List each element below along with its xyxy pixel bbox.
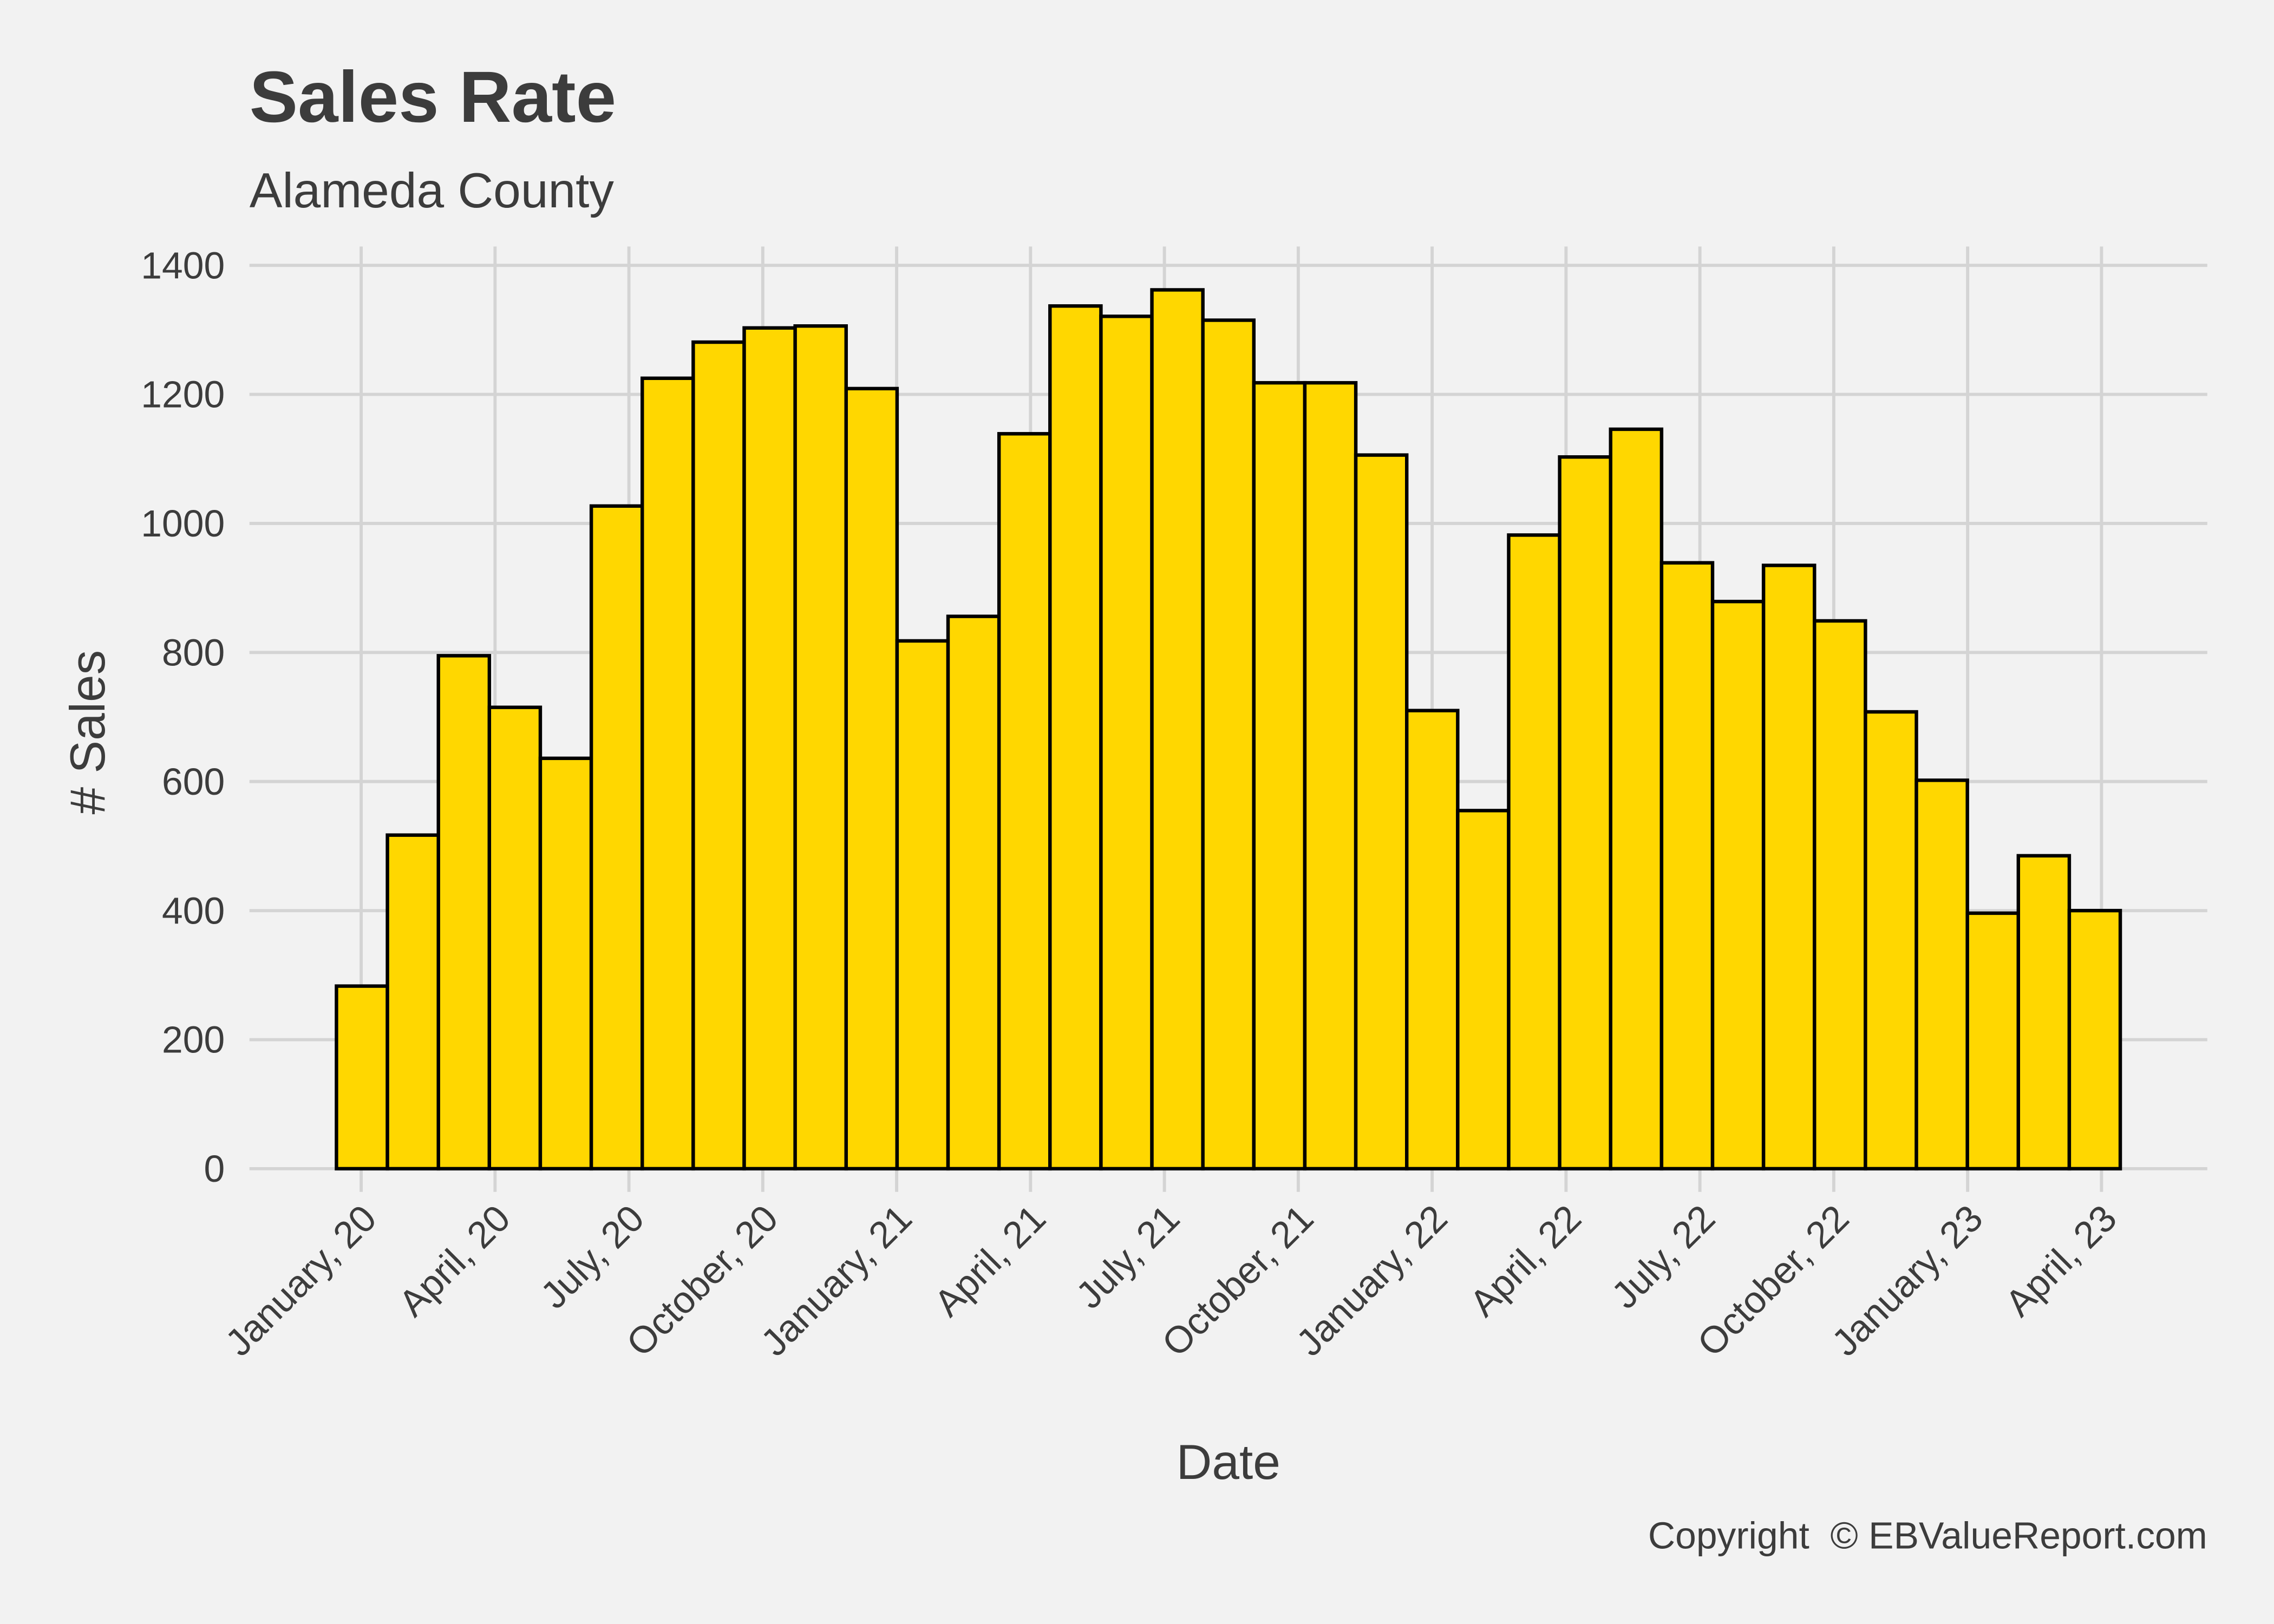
bar (385, 833, 440, 1171)
bar (997, 432, 1052, 1171)
bar (1099, 315, 1154, 1171)
bar (946, 614, 1001, 1171)
bar (2067, 908, 2122, 1171)
bar (1507, 533, 1561, 1171)
bar (1303, 381, 1358, 1171)
bar (1150, 288, 1205, 1171)
chart-title: Sales Rate (250, 57, 616, 137)
bar (1405, 709, 1460, 1171)
bar (844, 387, 899, 1171)
bar (1813, 619, 1867, 1171)
y-tick-label: 200 (162, 1019, 225, 1061)
bar (335, 984, 389, 1171)
bar (1048, 304, 1103, 1171)
bar (691, 340, 746, 1171)
chart-subtitle: Alameda County (250, 163, 615, 218)
y-tick-label: 1200 (141, 374, 225, 416)
bar (1609, 427, 1664, 1171)
bar (436, 654, 492, 1171)
y-tick-label: 1400 (141, 244, 225, 286)
bar (1659, 561, 1715, 1171)
bar (538, 756, 593, 1171)
bar (1354, 453, 1409, 1171)
bar (895, 639, 950, 1171)
y-tick-label: 0 (204, 1148, 225, 1190)
bar (1710, 599, 1766, 1171)
bar (1914, 778, 1969, 1171)
bar (742, 326, 797, 1171)
caption: Copyright © EBValueReport.com (1648, 1515, 2207, 1557)
x-axis-label: Date (1177, 1435, 1280, 1490)
y-tick-label: 800 (162, 631, 225, 673)
bar (487, 705, 543, 1171)
y-tick-label: 600 (162, 761, 225, 803)
bar (1965, 911, 2021, 1171)
y-tick-label: 1000 (141, 502, 225, 545)
bar (1558, 455, 1612, 1171)
bar (1864, 710, 1918, 1171)
bar (589, 504, 644, 1171)
bar (641, 376, 695, 1171)
bar (1201, 318, 1256, 1171)
y-tick-label: 400 (162, 889, 225, 932)
bar (1761, 564, 1816, 1171)
bar (1252, 381, 1307, 1171)
bar (1456, 809, 1511, 1171)
bar (2016, 854, 2072, 1171)
bar (793, 324, 848, 1171)
y-axis-label: # Sales (61, 650, 115, 815)
